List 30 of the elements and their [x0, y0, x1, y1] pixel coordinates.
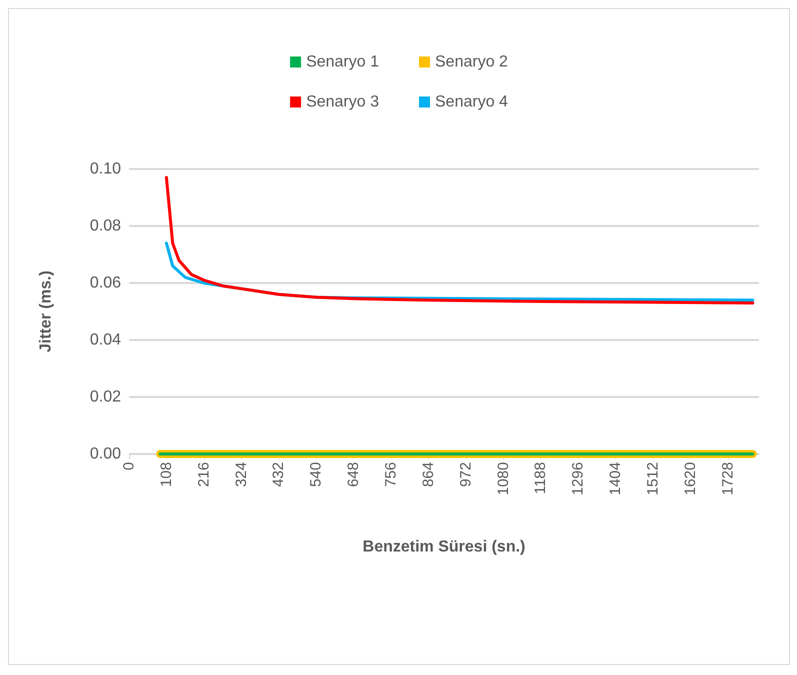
legend-label: Senaryo 2 [435, 54, 508, 70]
y-tick-label: 0.00 [90, 446, 122, 462]
legend-label: Senaryo 3 [306, 94, 380, 110]
x-tick-label: 1404 [607, 462, 624, 496]
x-axis-title: Benzetim Süresi (sn.) [362, 538, 526, 556]
legend-label: Senaryo 4 [435, 94, 508, 110]
line-series [164, 176, 754, 304]
x-tick-label: 1620 [682, 462, 699, 496]
x-tick-label: 1728 [719, 462, 736, 496]
x-tick-label: 216 [195, 462, 212, 488]
x-tick-label: 648 [345, 462, 362, 488]
x-tick-label: 324 [232, 462, 250, 488]
x-tick-label: 1080 [494, 462, 512, 496]
legend-label: Senaryo 1 [306, 54, 380, 70]
x-tick-label: 1296 [570, 462, 587, 496]
x-tick-label: 432 [270, 462, 288, 488]
x-tick-label: 540 [308, 462, 325, 488]
y-tick-label: 0.02 [90, 388, 122, 406]
y-tick-label: 0.10 [90, 160, 122, 178]
x-tick-label: 972 [457, 462, 474, 488]
x-tick-label: 0 [120, 462, 138, 470]
y-axis-title: Jitter (ms.) [38, 270, 54, 352]
x-tick-label: 864 [420, 462, 437, 488]
x-tick-label: 108 [158, 462, 175, 488]
x-tick-label: 1512 [644, 462, 662, 496]
x-tick-label: 756 [382, 462, 400, 488]
x-tick-label: 1188 [532, 462, 550, 494]
y-tick-label: 0.06 [90, 274, 122, 292]
y-tick-label: 0.04 [90, 332, 122, 348]
y-tick-label: 0.08 [90, 218, 122, 234]
